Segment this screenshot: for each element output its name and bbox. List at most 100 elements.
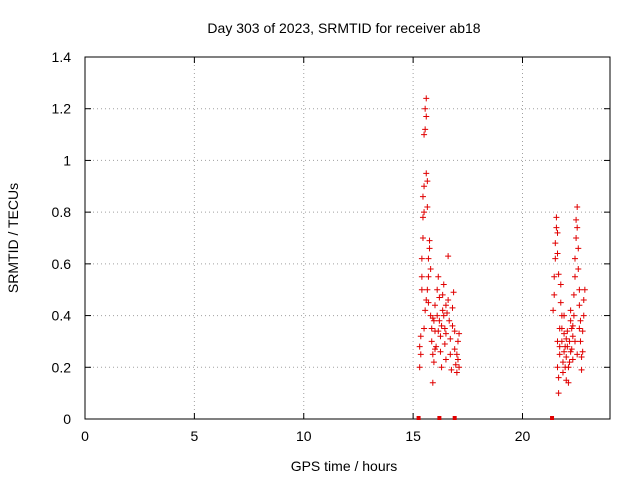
data-point — [418, 255, 425, 262]
data-point — [416, 364, 423, 371]
data-point — [448, 366, 455, 373]
tick-labels: 0 5 10 15 20 0 0.2 0.4 0.6 0.8 1 1.2 1.4 — [52, 49, 531, 444]
data-point — [556, 343, 563, 350]
data-point — [456, 364, 463, 371]
data-point — [437, 333, 444, 340]
data-point — [444, 309, 451, 316]
data-point — [554, 364, 561, 371]
x-tick-label: 20 — [515, 428, 531, 444]
data-point — [580, 297, 587, 304]
data-point — [421, 183, 428, 190]
data-point — [417, 351, 424, 358]
data-point — [432, 346, 438, 353]
data-point — [416, 343, 423, 350]
data-point — [558, 338, 565, 345]
data-point — [561, 312, 568, 319]
data-point — [422, 126, 429, 133]
data-point — [449, 304, 456, 311]
data-point — [435, 273, 442, 280]
data-point — [439, 291, 446, 298]
data-point — [423, 95, 430, 102]
data-point — [424, 178, 431, 185]
data-point — [433, 343, 440, 350]
data-point — [434, 312, 441, 319]
data-point — [445, 253, 452, 260]
data-point — [553, 224, 560, 231]
data-point — [449, 322, 456, 329]
data-point — [566, 359, 573, 366]
data-point — [441, 341, 448, 348]
data-point — [418, 286, 425, 293]
data-point — [428, 338, 435, 345]
data-point — [442, 356, 449, 363]
data-point — [419, 193, 426, 200]
baseline-markers — [416, 416, 555, 420]
data-point — [454, 356, 461, 363]
data-point — [557, 299, 564, 306]
x-tick-label: 15 — [405, 428, 421, 444]
data-point — [559, 359, 566, 366]
x-tick-label: 0 — [81, 428, 89, 444]
data-point — [565, 379, 572, 386]
data-point — [423, 170, 430, 177]
data-point — [441, 325, 448, 332]
data-point — [569, 333, 576, 340]
x-tick-label: 10 — [296, 428, 312, 444]
data-point — [424, 286, 431, 293]
data-point — [558, 325, 565, 332]
data-point — [426, 237, 433, 244]
data-point — [561, 348, 568, 355]
data-point — [456, 330, 463, 337]
data-point — [556, 351, 563, 358]
data-point — [566, 338, 573, 345]
data-point — [438, 322, 445, 329]
data-point — [579, 348, 586, 355]
data-point — [430, 317, 437, 324]
data-point — [568, 346, 575, 353]
data-point — [453, 351, 460, 358]
y-tick-label: 0.4 — [52, 308, 72, 324]
baseline-marker — [416, 416, 421, 420]
data-point — [554, 229, 561, 236]
data-point — [427, 266, 434, 273]
y-tick-label: 0.8 — [52, 204, 72, 220]
data-point — [421, 131, 428, 138]
data-point — [574, 351, 581, 358]
y-tick-label: 1 — [63, 152, 71, 168]
data-point — [575, 266, 582, 273]
data-point — [438, 364, 445, 371]
data-point — [579, 328, 586, 335]
data-point — [580, 312, 587, 319]
data-point — [557, 281, 564, 288]
data-point — [567, 348, 574, 355]
data-point — [574, 224, 581, 231]
data-point — [568, 325, 575, 332]
data-point — [565, 364, 572, 371]
grid-lines — [85, 57, 610, 419]
data-point — [573, 216, 580, 223]
data-point — [439, 307, 446, 314]
data-point — [440, 312, 447, 319]
x-axis-title: GPS time / hours — [291, 458, 398, 474]
data-point — [572, 273, 578, 280]
axis-ticks — [84, 56, 610, 420]
data-point — [434, 286, 441, 293]
data-point — [432, 302, 438, 309]
data-point — [569, 356, 576, 363]
data-point — [552, 240, 559, 247]
y-tick-label: 1.2 — [52, 101, 72, 117]
data-point — [423, 113, 430, 120]
data-point — [422, 105, 429, 112]
data-point — [567, 307, 574, 314]
data-point — [442, 302, 449, 309]
plot-frame — [84, 56, 611, 420]
data-point — [454, 338, 461, 345]
data-point — [581, 286, 588, 293]
data-point — [429, 379, 436, 386]
data-point — [447, 351, 454, 358]
chart-title: Day 303 of 2023, SRMTID for receiver ab1… — [207, 20, 480, 36]
data-point — [576, 325, 583, 332]
data-point — [452, 361, 459, 368]
data-point — [564, 343, 571, 350]
data-point — [551, 273, 558, 280]
